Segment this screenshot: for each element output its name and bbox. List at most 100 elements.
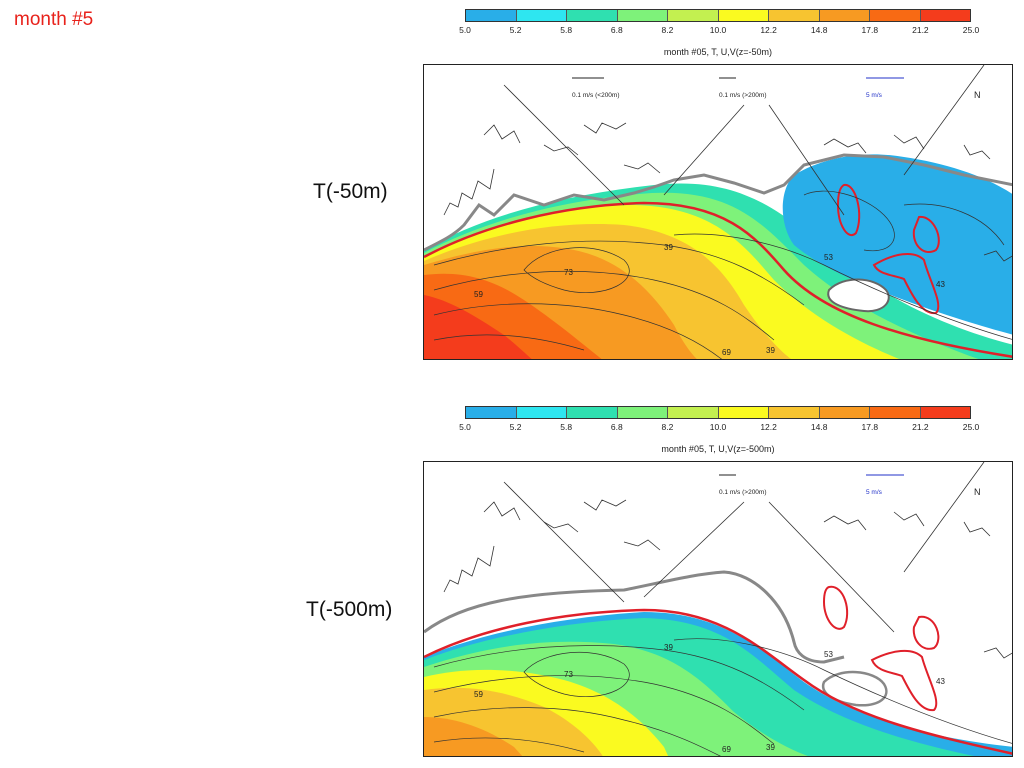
colorbar-tick: 8.2: [661, 25, 674, 35]
colorbar-swatch: [516, 407, 567, 418]
contour-red-loop-2: [912, 215, 940, 253]
map-top: 0.1 m/s (<200m) 0.1 m/s (>200m) 5 m/s N …: [423, 64, 1013, 360]
streamline: [523, 651, 630, 698]
colorbar-ticks-bottom: 5.0 5.2 5.8 6.8 8.2 10.0 12.2 14.8 17.8 …: [459, 422, 979, 434]
colorbar-swatch: [668, 407, 719, 418]
colorbar-top: [465, 9, 971, 22]
colorbar-swatch: [920, 407, 970, 418]
colorbar-swatch: [516, 10, 567, 21]
streamline: [433, 240, 805, 306]
legend-deep-label: 0.1 m/s (>200m): [719, 489, 767, 496]
contour-label: 73: [564, 268, 573, 277]
colorbar-tick: 17.8: [861, 25, 879, 35]
colorbar-swatch: [617, 10, 668, 21]
grid-line: [503, 462, 985, 633]
contour-red-loop-2: [912, 615, 940, 650]
contour-label: 69: [722, 348, 731, 357]
colorbar-swatch: [466, 407, 517, 418]
contour-red: [424, 608, 1012, 755]
streamline: [903, 203, 1005, 246]
colorbar-tick: 25.0: [962, 422, 980, 432]
colorbar-tick: 10.0: [709, 422, 727, 432]
colorbar-swatch: [466, 10, 517, 21]
map-bottom-svg: 0.1 m/s (>200m) 5 m/s N 39 73 59 69 39 4…: [424, 462, 1012, 756]
streamline: [673, 233, 1012, 340]
colorbar-tick: 8.2: [661, 422, 674, 432]
contour-label: 39: [664, 643, 673, 652]
colorbar-swatch: [567, 407, 618, 418]
colorbar-swatch: [769, 407, 820, 418]
legend-small-label: 0.1 m/s (<200m): [572, 92, 620, 99]
colorbar-tick: 21.2: [912, 422, 929, 432]
contour-label: 69: [722, 745, 731, 754]
colorbar-swatch: [819, 10, 870, 21]
contour-label: 73: [564, 670, 573, 679]
legend-deep-label: 0.1 m/s (>200m): [719, 92, 767, 99]
contour-label: 53: [824, 650, 833, 659]
contour-red-loop-1: [836, 184, 861, 236]
contour-label: 39: [664, 243, 673, 252]
streamline: [673, 638, 1012, 744]
contour-label: 43: [936, 280, 945, 289]
coastline-detail: [443, 122, 1012, 262]
colorbar-swatch: [718, 10, 769, 21]
streamline: [433, 737, 585, 753]
colorbar-tick: 12.2: [760, 422, 777, 432]
north-label: N: [974, 90, 981, 100]
colorbar-tick: 5.0: [459, 422, 471, 432]
map-bottom: 0.1 m/s (>200m) 5 m/s N 39 73 59 69 39 4…: [423, 461, 1013, 757]
row-label-bottom: T(-500m): [306, 598, 393, 621]
island-shape: [827, 278, 890, 313]
streamline: [433, 675, 775, 745]
colorbar-tick: 6.8: [610, 25, 623, 35]
contour-red-loop-1: [822, 585, 849, 630]
temp-band-orange: [424, 717, 523, 756]
streamline: [803, 190, 895, 252]
colorbar-ticks-top: 5.0 5.2 5.8 6.8 8.2 10.0 12.2 14.8 17.8 …: [459, 25, 979, 37]
contour-label: 39: [766, 346, 775, 355]
contour-label: 39: [766, 743, 775, 752]
streamline: [433, 707, 721, 756]
colorbar-swatch: [920, 10, 970, 21]
grid-line: [503, 65, 985, 216]
colorbar-tick: 6.8: [610, 422, 623, 432]
colorbar-tick: 14.8: [810, 25, 828, 35]
contour-label: 53: [824, 253, 833, 262]
legend-fast-label: 5 m/s: [866, 489, 883, 496]
map-title-top: month #05, T, U,V(z=-50m): [663, 47, 773, 57]
coastline: [424, 570, 845, 664]
colorbar-tick: 5.2: [509, 25, 522, 35]
legend-fast-label: 5 m/s: [866, 92, 883, 99]
map-top-svg: 0.1 m/s (<200m) 0.1 m/s (>200m) 5 m/s N …: [424, 65, 1012, 359]
colorbar-tick: 14.8: [810, 422, 828, 432]
colorbar-tick: 5.0: [459, 25, 471, 35]
colorbar-swatch: [870, 10, 921, 21]
colorbar-tick: 17.8: [861, 422, 879, 432]
coastline-detail: [443, 499, 1012, 659]
colorbar-swatch: [617, 407, 668, 418]
streamline: [433, 645, 805, 711]
colorbar-tick: 21.2: [912, 25, 929, 35]
colorbar-swatch: [567, 10, 618, 21]
colorbar-swatch: [718, 407, 769, 418]
colorbar-tick: 5.8: [560, 25, 573, 35]
colorbar-tick: 5.2: [509, 422, 522, 432]
streamline: [433, 303, 722, 359]
row-label-top: T(-50m): [313, 180, 388, 203]
north-label: N: [974, 487, 981, 497]
colorbar-tick: 10.0: [709, 25, 727, 35]
slide-title: month #5: [14, 9, 94, 30]
streamline: [433, 334, 585, 351]
contour-label: 43: [936, 677, 945, 686]
contour-label: 59: [474, 290, 483, 299]
coastline: [424, 153, 1012, 252]
colorbar-tick: 25.0: [962, 25, 980, 35]
colorbar-swatch: [819, 407, 870, 418]
colorbar-swatch: [870, 407, 921, 418]
contour-label: 59: [474, 690, 483, 699]
contour-red-loop-3: [870, 649, 938, 712]
colorbar-tick: 12.2: [760, 25, 777, 35]
colorbar-swatch: [668, 10, 719, 21]
colorbar-bottom: [465, 406, 971, 419]
streamline: [523, 247, 630, 294]
